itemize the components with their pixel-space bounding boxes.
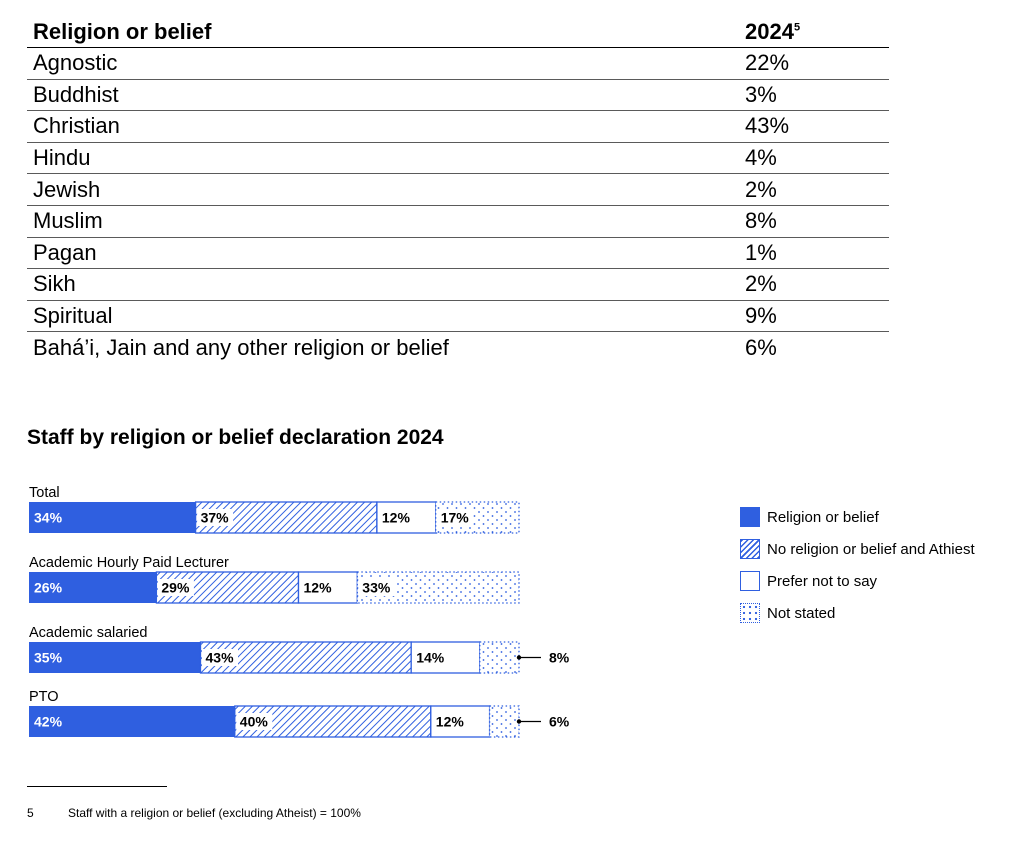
row-value: 2% [745, 176, 777, 202]
legend-swatch-hatched [740, 539, 760, 559]
legend-swatch-solid [740, 507, 760, 527]
label-backing [378, 509, 415, 526]
data-label: 26% [34, 580, 63, 596]
data-label: 12% [436, 714, 465, 730]
legend-item-prefer-not: Prefer not to say [740, 565, 975, 597]
callout-dot [516, 655, 522, 660]
row-label: Jewish [33, 176, 101, 202]
chart-legend: Religion or belief No religion or belief… [740, 501, 975, 629]
row-label: Bahá’i, Jain and any other religion or b… [33, 334, 449, 360]
data-label: 17% [441, 510, 470, 526]
table-row: Buddhist 3% [27, 80, 889, 112]
category-label: Academic salaried [29, 625, 147, 641]
data-label: 40% [240, 714, 269, 730]
label-backing [236, 713, 273, 730]
data-label: 43% [206, 650, 235, 666]
header-year-label: 2024 [745, 19, 794, 44]
footnote-rule [27, 786, 167, 787]
category-label: Total [29, 485, 60, 501]
row-label: Hindu [33, 145, 91, 171]
label-backing [197, 509, 234, 526]
footnote-number: 5 [27, 806, 34, 820]
chart-title: Staff by religion or belief declaration … [27, 426, 444, 449]
label-backing [300, 579, 336, 596]
legend-swatch-dotted [740, 603, 760, 623]
table-header: Religion or belief 20245 [27, 17, 889, 48]
row-value: 4% [745, 145, 777, 171]
header-religion: Religion or belief [33, 19, 212, 44]
row-label: Christian [33, 113, 120, 139]
callout-dot [516, 719, 522, 724]
legend-item-not-stated: Not stated [740, 597, 975, 629]
row-value: 22% [745, 50, 790, 76]
data-label: 14% [416, 650, 445, 666]
data-label: 12% [304, 580, 333, 596]
label-backing [437, 509, 474, 526]
data-label: 8% [549, 650, 570, 666]
legend-item-religion: Religion or belief [740, 501, 975, 533]
table-row: Muslim 8% [27, 206, 889, 238]
row-label: Sikh [33, 271, 76, 297]
table-row: Christian 43% [27, 111, 889, 143]
row-label: Spiritual [33, 303, 113, 329]
table-row: Pagan 1% [27, 238, 889, 270]
stacked-bar-chart: Total 34% 37% 12% 17% Academic Hourly Paid Le… [29, 485, 570, 738]
row-value: 8% [745, 208, 777, 234]
bar-segment [488, 705, 520, 738]
header-year: 20245 [745, 19, 889, 45]
data-label: 6% [549, 714, 570, 730]
bar-segment [479, 641, 520, 674]
label-backing [412, 649, 449, 666]
data-label: 42% [34, 714, 63, 730]
footnote-text: Staff with a religion or belief (excludi… [68, 806, 361, 820]
row-label: Buddhist [33, 81, 119, 107]
table-row: Spiritual 9% [27, 301, 889, 333]
legend-label: Prefer not to say [767, 572, 878, 590]
row-value: 3% [745, 81, 777, 107]
row-value: 43% [745, 113, 790, 139]
row-value: 1% [745, 239, 777, 265]
data-label: 33% [362, 580, 391, 596]
category-label: PTO [29, 689, 59, 705]
bar-segment [29, 572, 157, 603]
footnote: 5 Staff with a religion or belief (exclu… [27, 806, 361, 820]
legend-swatch-outline [740, 571, 760, 591]
religion-table: Religion or belief 20245 Agnostic 22% Bu… [27, 17, 889, 363]
legend-label: No religion or belief and Athiest [767, 540, 975, 558]
bar-segment [29, 642, 201, 673]
legend-item-no-religion: No religion or belief and Athiest [740, 533, 975, 565]
label-backing [202, 649, 238, 666]
table-row: Jewish 2% [27, 174, 889, 206]
table-row: Agnostic 22% [27, 48, 889, 80]
data-label: 34% [34, 510, 63, 526]
table-row: Sikh 2% [27, 269, 889, 301]
category-label: Academic Hourly Paid Lecturer [29, 555, 229, 571]
data-label: 37% [201, 510, 230, 526]
row-label: Muslim [33, 208, 103, 234]
data-label: 29% [161, 580, 190, 596]
table-row: Hindu 4% [27, 143, 889, 175]
row-value: 2% [745, 271, 777, 297]
label-backing [432, 713, 469, 730]
row-label: Agnostic [33, 50, 118, 76]
data-label: 35% [34, 650, 63, 666]
label-backing [157, 579, 194, 596]
bar-segment [29, 502, 196, 533]
legend-label: Not stated [767, 604, 836, 622]
row-label: Pagan [33, 239, 97, 265]
row-value: 9% [745, 303, 777, 329]
legend-label: Religion or belief [767, 508, 879, 526]
bar-segment [29, 706, 235, 737]
data-label: 12% [382, 510, 411, 526]
label-backing [358, 579, 395, 596]
footnote-ref: 5 [793, 21, 801, 34]
row-value: 6% [745, 334, 777, 360]
table-row: Bahá’i, Jain and any other religion or b… [27, 332, 889, 363]
